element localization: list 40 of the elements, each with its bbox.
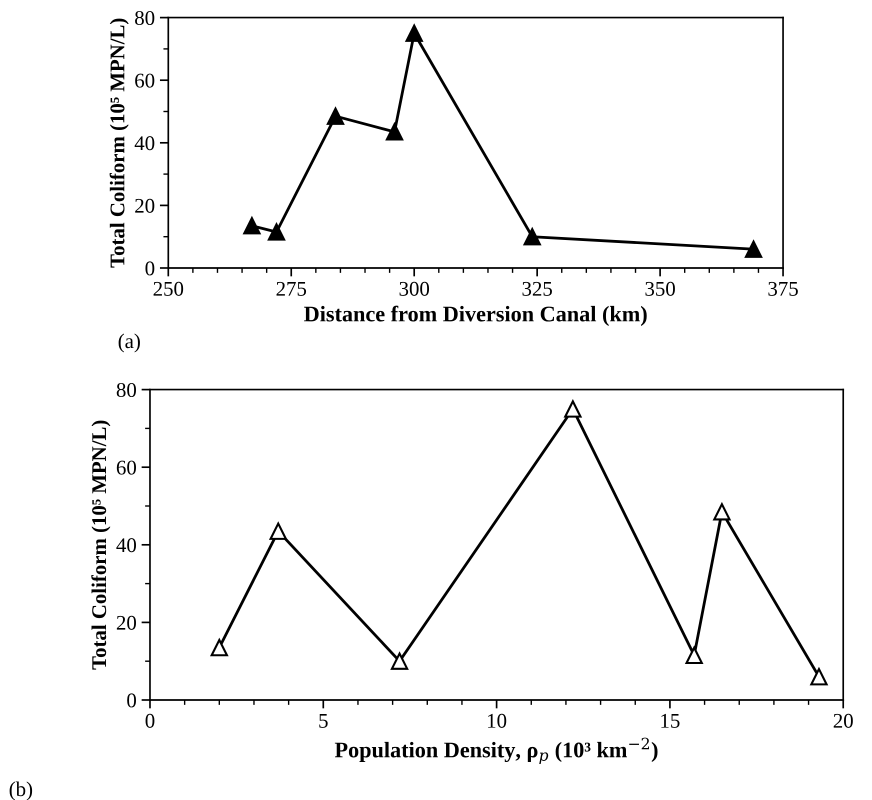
y-tick-label: 20 xyxy=(135,198,154,213)
x-axis-title: Distance from Diversion Canal (km) xyxy=(304,306,647,326)
x-tick-label: 20 xyxy=(834,714,853,728)
y-tick-label: 60 xyxy=(116,460,136,475)
point xyxy=(713,503,731,521)
point xyxy=(524,228,541,246)
point xyxy=(406,24,423,42)
y-tick-label: 0 xyxy=(127,693,136,708)
point xyxy=(326,108,344,125)
y-tick-label: 40 xyxy=(134,136,154,150)
x-tick-label: 300 xyxy=(400,282,430,296)
x-tick-label: 5 xyxy=(319,714,328,728)
x-tick-label: 350 xyxy=(645,282,675,296)
y-axis-title: Total Coliform (10⁵ MPN/L) xyxy=(91,420,110,670)
text: (b) xyxy=(10,782,32,800)
point xyxy=(744,240,762,258)
y-tick-label: 40 xyxy=(116,538,136,552)
point xyxy=(243,217,261,234)
y-tick-label: 80 xyxy=(116,382,136,398)
y-tick-label: 0 xyxy=(145,261,154,276)
y-tick-label: 60 xyxy=(135,74,154,88)
point xyxy=(386,123,404,141)
text: (a) xyxy=(118,334,140,352)
point xyxy=(268,223,286,241)
y-tick-label: 80 xyxy=(135,10,154,26)
point xyxy=(210,638,228,656)
point xyxy=(564,400,582,418)
point xyxy=(270,522,287,540)
x-tick-label: 15 xyxy=(661,714,680,728)
point xyxy=(390,652,408,670)
x-tick-label: 375 xyxy=(768,282,798,296)
point xyxy=(685,646,703,664)
point xyxy=(810,668,828,686)
x-tick-label: 325 xyxy=(522,282,552,296)
y-axis-title: Total Coliform (10⁵ MPN/L) xyxy=(110,18,129,268)
x-tick-label: 275 xyxy=(276,282,306,296)
x-tick-label: 10 xyxy=(488,714,506,728)
x-tick-label: 250 xyxy=(154,282,184,296)
x-axis-title: Population Density, ρ$_{p}$ (10³ km$^{−2}$) xyxy=(334,738,658,764)
y-tick-label: 20 xyxy=(116,616,136,630)
